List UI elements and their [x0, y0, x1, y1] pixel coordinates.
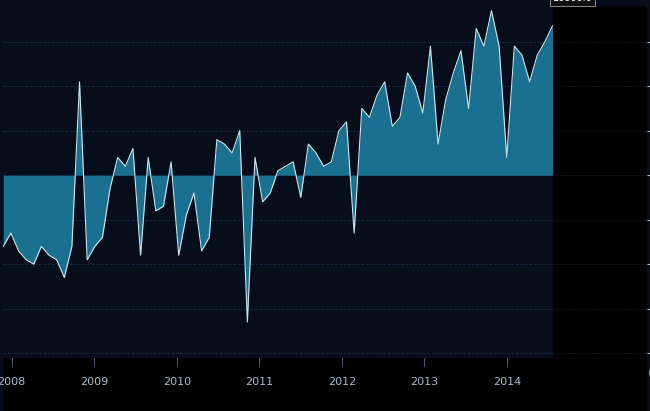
Text: 2009: 2009 [80, 376, 109, 387]
Text: 2008: 2008 [0, 376, 25, 387]
Text: 2012: 2012 [328, 376, 356, 387]
Text: 2013: 2013 [410, 376, 439, 387]
Text: 16800.0: 16800.0 [552, 0, 592, 3]
Text: 2014: 2014 [493, 376, 521, 387]
Text: 2011: 2011 [245, 376, 274, 387]
Text: 2010: 2010 [162, 376, 190, 387]
